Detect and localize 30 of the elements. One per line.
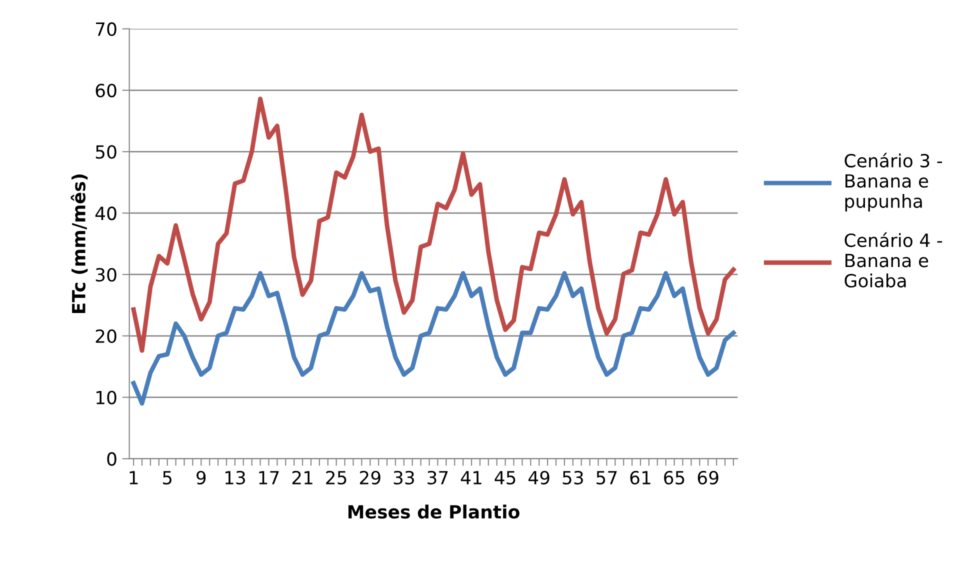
x-tick-label: 25: [326, 470, 346, 484]
x-tick-label: 57: [596, 471, 617, 484]
x-tick-label: 29: [360, 470, 380, 484]
x-axis-title: Meses de Plantio: [348, 504, 520, 519]
x-tick-label: 49: [528, 470, 550, 484]
y-tick-label: 40: [95, 206, 116, 220]
x-tick-label: 45: [494, 471, 516, 484]
legend-label: Cenário 4 - Banana e Goiaba: [844, 232, 942, 288]
x-tick-label: 37: [428, 470, 448, 484]
x-tick-label: 9: [196, 470, 206, 484]
x-tick-label: 53: [562, 470, 583, 484]
y-tick-label: 50: [96, 145, 116, 159]
x-tick-label: 65: [664, 470, 684, 484]
legend-label: Cenário 3 - Banana e pupunha: [844, 152, 942, 212]
x-tick-label: 17: [259, 471, 279, 484]
x-tick-label: 61: [630, 470, 650, 484]
x-tick-label: 33: [394, 470, 414, 484]
x-tick-label: 69: [698, 470, 718, 484]
y-axis-title: ETc (mm/mês): [70, 174, 88, 314]
x-tick-label: 5: [163, 471, 172, 484]
x-tick-label: 21: [292, 470, 312, 484]
y-tick-label: 70: [96, 22, 116, 36]
y-tick-label: 60: [96, 84, 116, 98]
y-tick-label: 20: [96, 329, 116, 344]
x-tick-label: 1: [130, 471, 138, 484]
x-tick-label: 13: [225, 470, 245, 484]
y-tick-label: 30: [96, 268, 116, 282]
x-tick-label: 41: [460, 471, 482, 484]
y-tick-label: 0: [107, 452, 116, 466]
y-tick-label: 10: [96, 390, 116, 404]
